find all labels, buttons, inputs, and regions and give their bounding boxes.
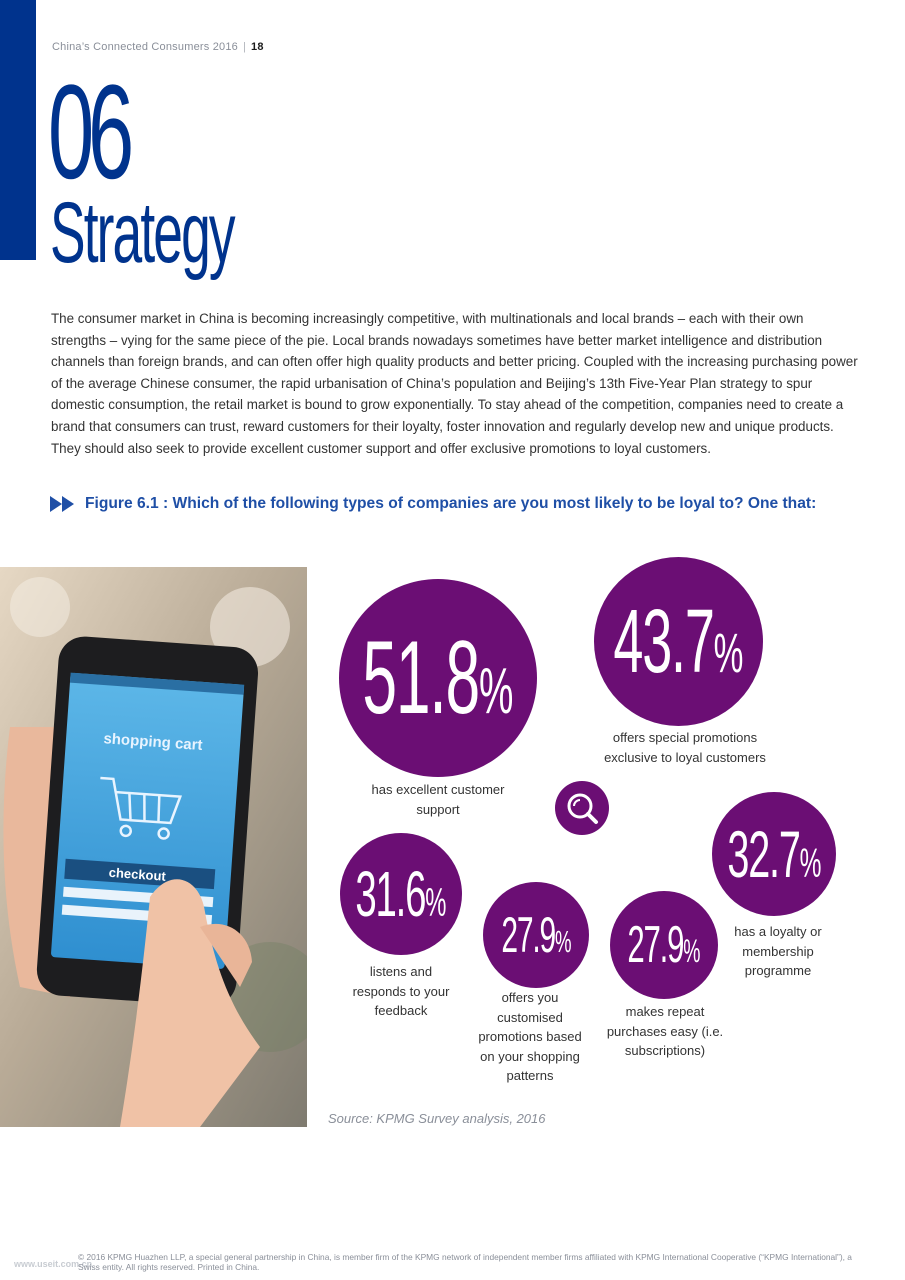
caption-customer-support: has excellent customer support xyxy=(371,782,505,817)
smartphone-photo: shopping cart checkout xyxy=(0,567,307,1127)
bubble-repeat-purchases: 27.9% xyxy=(610,891,718,999)
caption-loyalty-programme: has a loyalty or membership programme xyxy=(734,924,822,978)
bubble-special-promotions: 43.7% xyxy=(594,557,763,726)
hand-right xyxy=(120,879,260,1127)
caption-customised-promotions: offers you customised promotions based o… xyxy=(478,990,582,1083)
intro-paragraph: The consumer market in China is becoming… xyxy=(51,311,858,456)
search-bubble xyxy=(555,781,609,835)
figure-title: Figure 6.1 : Which of the following type… xyxy=(50,495,880,513)
value-feedback: 31.6% xyxy=(355,858,447,930)
screen-heading: shopping cart xyxy=(103,730,203,754)
value-customer-support: 51.8% xyxy=(362,620,514,736)
watermark: www.useit.com.cn xyxy=(14,1259,93,1269)
page-number: 18 xyxy=(251,41,264,53)
double-arrow-right-icon xyxy=(50,496,74,512)
value-loyalty-programme: 32.7% xyxy=(726,817,822,891)
caption-repeat-purchases: makes repeat purchases easy (i.e. subscr… xyxy=(606,1004,724,1058)
magnifier-icon xyxy=(567,793,598,824)
caption-feedback: listens and responds to your feedback xyxy=(352,964,450,1018)
bubble-loyalty-programme: 32.7% xyxy=(712,792,836,916)
footer-legal: © 2016 KPMG Huazhen LLP, a special gener… xyxy=(78,1252,852,1272)
figure-source: Source: KPMG Survey analysis, 2016 xyxy=(328,1111,546,1126)
value-customised-promotions: 27.9% xyxy=(500,907,572,963)
chapter-number: 06 xyxy=(48,58,134,207)
bubble-feedback: 31.6% xyxy=(340,833,462,955)
bubble-customer-support: 51.8% xyxy=(339,579,537,777)
chapter-side-bar xyxy=(0,0,36,260)
header-separator: | xyxy=(242,41,247,53)
running-header: China’s Connected Consumers 2016 | 18 xyxy=(52,41,264,53)
figure-title-text: Figure 6.1 : Which of the following type… xyxy=(85,495,817,512)
value-repeat-purchases: 27.9% xyxy=(627,916,701,974)
shopping-cart-icon xyxy=(100,776,183,840)
chapter-title: Strategy xyxy=(50,185,236,281)
publication-title: China’s Connected Consumers 2016 xyxy=(52,41,238,53)
checkout-label: checkout xyxy=(108,865,167,884)
bubble-customised-promotions: 27.9% xyxy=(483,882,589,988)
caption-special-promotions: offers special promotions exclusive to l… xyxy=(604,730,766,765)
smartphone-illustration: shopping cart checkout xyxy=(0,567,307,1127)
value-special-promotions: 43.7% xyxy=(613,591,744,692)
